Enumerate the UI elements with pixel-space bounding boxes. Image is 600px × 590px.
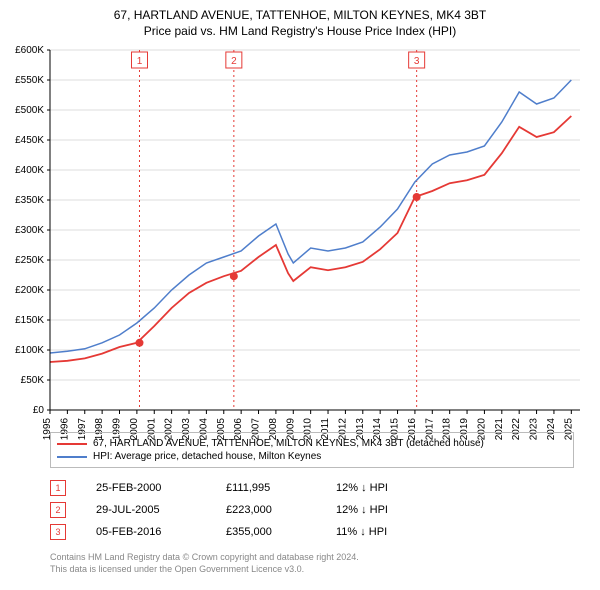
- chart-title: 67, HARTLAND AVENUE, TATTENHOE, MILTON K…: [0, 0, 600, 22]
- footer-attribution: Contains HM Land Registry data © Crown c…: [50, 552, 359, 575]
- svg-text:£300K: £300K: [15, 225, 44, 236]
- chart-subtitle: Price paid vs. HM Land Registry's House …: [0, 22, 600, 38]
- sales-row: 3 05-FEB-2016 £355,000 11% ↓ HPI: [50, 524, 426, 540]
- legend-label: HPI: Average price, detached house, Milt…: [93, 451, 321, 462]
- sale-date: 05-FEB-2016: [96, 526, 196, 538]
- legend-item-hpi: HPI: Average price, detached house, Milt…: [57, 450, 567, 463]
- sales-table: 1 25-FEB-2000 £111,995 12% ↓ HPI 2 29-JU…: [50, 480, 426, 546]
- sales-row: 2 29-JUL-2005 £223,000 12% ↓ HPI: [50, 502, 426, 518]
- sales-row: 1 25-FEB-2000 £111,995 12% ↓ HPI: [50, 480, 426, 496]
- sale-date: 29-JUL-2005: [96, 504, 196, 516]
- legend-item-property: 67, HARTLAND AVENUE, TATTENHOE, MILTON K…: [57, 437, 567, 450]
- sale-hpi-delta: 11% ↓ HPI: [336, 526, 426, 538]
- sale-price: £223,000: [226, 504, 306, 516]
- svg-text:£250K: £250K: [15, 255, 44, 266]
- sale-price: £355,000: [226, 526, 306, 538]
- svg-text:£50K: £50K: [21, 375, 45, 386]
- svg-text:3: 3: [414, 56, 420, 67]
- legend-swatch: [57, 443, 87, 445]
- footer-line: Contains HM Land Registry data © Crown c…: [50, 552, 359, 564]
- sale-hpi-delta: 12% ↓ HPI: [336, 482, 426, 494]
- svg-text:2: 2: [231, 56, 237, 67]
- sale-hpi-delta: 12% ↓ HPI: [336, 504, 426, 516]
- svg-text:£100K: £100K: [15, 345, 44, 356]
- svg-text:£400K: £400K: [15, 165, 44, 176]
- svg-text:£600K: £600K: [15, 45, 44, 56]
- footer-line: This data is licensed under the Open Gov…: [50, 564, 359, 576]
- legend-label: 67, HARTLAND AVENUE, TATTENHOE, MILTON K…: [93, 438, 484, 449]
- sale-marker-icon: 1: [50, 480, 66, 496]
- legend-swatch: [57, 456, 87, 458]
- chart-svg: £0£50K£100K£150K£200K£250K£300K£350K£400…: [50, 50, 580, 410]
- svg-text:£450K: £450K: [15, 135, 44, 146]
- sale-date: 25-FEB-2000: [96, 482, 196, 494]
- sale-marker-icon: 3: [50, 524, 66, 540]
- chart-container: { "title": "67, HARTLAND AVENUE, TATTENH…: [0, 0, 600, 590]
- chart-plot-area: £0£50K£100K£150K£200K£250K£300K£350K£400…: [50, 50, 580, 410]
- sale-price: £111,995: [226, 482, 306, 494]
- sale-marker-icon: 2: [50, 502, 66, 518]
- svg-text:£150K: £150K: [15, 315, 44, 326]
- svg-text:1: 1: [137, 56, 143, 67]
- svg-text:£550K: £550K: [15, 75, 44, 86]
- svg-text:£0: £0: [33, 405, 45, 416]
- svg-text:£200K: £200K: [15, 285, 44, 296]
- svg-text:£500K: £500K: [15, 105, 44, 116]
- svg-text:£350K: £350K: [15, 195, 44, 206]
- legend: 67, HARTLAND AVENUE, TATTENHOE, MILTON K…: [50, 432, 574, 468]
